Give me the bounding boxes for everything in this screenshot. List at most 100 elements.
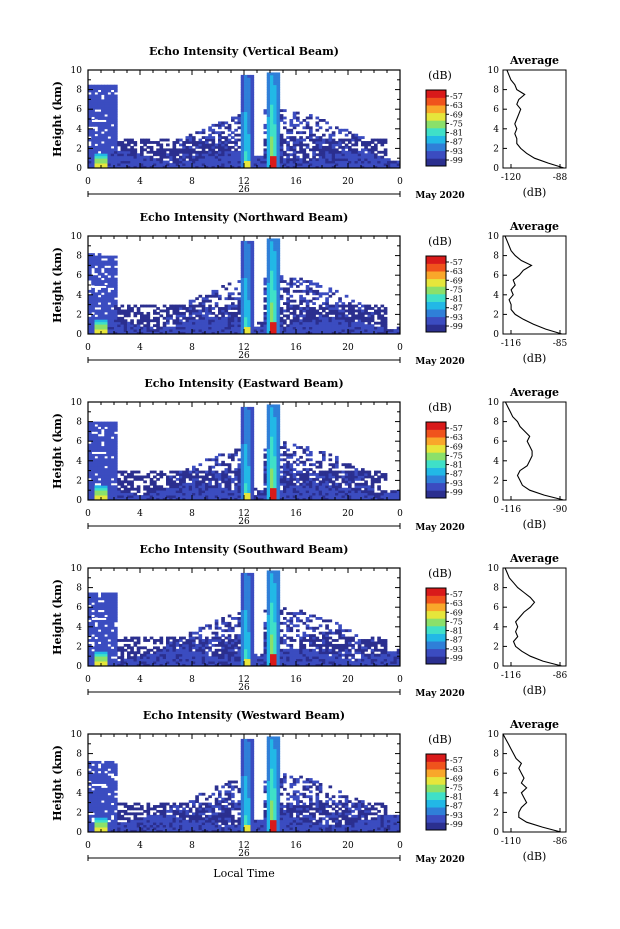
heatmap-cell [296, 285, 300, 288]
heatmap-cell [110, 621, 115, 625]
heatmap-cell [185, 326, 190, 330]
heatmap-cell [97, 470, 102, 474]
heatmap-cell [91, 133, 95, 137]
heatmap-cell [237, 331, 242, 335]
heatmap-cell [244, 294, 248, 298]
heatmap-cell [364, 470, 368, 474]
heatmap-cell [97, 458, 102, 462]
heatmap-cell [159, 153, 164, 157]
heatmap-cell [130, 160, 134, 164]
heatmap-cell [214, 458, 219, 462]
heatmap-cell [273, 497, 277, 501]
heatmap-cell [302, 324, 307, 328]
heatmap-cell [364, 145, 368, 149]
heatmap-cell [318, 141, 323, 144]
heatmap-cell [237, 475, 242, 479]
heatmap-cell [247, 497, 251, 501]
heatmap-cell [107, 294, 112, 298]
heatmap-cell [266, 128, 271, 132]
heatmap-cell [328, 148, 333, 152]
heatmap-cell [101, 163, 105, 166]
heatmap-cell [348, 155, 352, 159]
heatmap-cell [133, 326, 138, 330]
heatmap-cell [140, 329, 144, 332]
heatmap-cell [104, 597, 108, 601]
heatmap-cell [101, 101, 105, 105]
heatmap-cell [143, 497, 147, 501]
heatmap-cell [240, 138, 245, 142]
heatmap-cell [231, 136, 235, 139]
heatmap-cell [393, 492, 398, 496]
heatmap-cell [341, 326, 346, 330]
heatmap-cell [214, 143, 219, 147]
heatmap-cell [367, 485, 372, 489]
heatmap-cell [179, 487, 183, 491]
heatmap-cell [127, 475, 131, 479]
heatmap-cell [208, 477, 212, 481]
average-y-tick-label: 6 [493, 271, 499, 281]
heatmap-cell [127, 141, 131, 144]
heatmap-cell [91, 260, 95, 264]
heatmap-cell [110, 143, 115, 147]
heatmap-cell [101, 272, 105, 276]
heatmap-cell [146, 316, 151, 320]
heatmap-cell [120, 311, 125, 315]
heatmap-cell [140, 321, 144, 325]
heatmap-cell [244, 160, 248, 164]
heatmap-cell [351, 143, 355, 147]
heatmap-cell [195, 165, 199, 169]
heatmap-cell [166, 148, 170, 152]
heatmap-cell [120, 316, 125, 320]
heatmap-cell [88, 260, 92, 264]
heatmap-cell [127, 487, 131, 491]
heatmap-cell [101, 639, 105, 642]
heatmap-cell [185, 148, 190, 152]
heatmap-cell [208, 480, 212, 484]
heatmap-cell [250, 458, 255, 462]
heatmap-cell [208, 492, 212, 496]
heatmap-cell [166, 153, 170, 157]
heatmap-cell [244, 331, 248, 335]
heatmap-cell [357, 490, 362, 494]
heatmap-cell [169, 497, 173, 501]
heatmap-cell [101, 280, 105, 283]
heatmap-cell [270, 250, 274, 254]
heatmap-cell [227, 155, 232, 159]
heatmap-cell [88, 639, 92, 642]
heatmap-cell [120, 482, 125, 486]
heatmap-cell [221, 158, 225, 162]
heatmap-cell [104, 267, 108, 271]
heatmap-cell [201, 475, 206, 479]
heatmap-cell [104, 482, 108, 486]
heatmap-cell [192, 329, 196, 332]
heatmap-cell [101, 643, 105, 647]
x-tick-label: 12 [238, 343, 249, 353]
heatmap-cell [182, 311, 186, 315]
heatmap-cell [97, 299, 102, 303]
heatmap-cell [201, 158, 206, 162]
heatmap-cell [273, 116, 277, 120]
heatmap-cell [309, 458, 313, 462]
heatmap-cell [227, 133, 232, 137]
heatmap-cell [266, 492, 271, 496]
heatmap-cell [279, 141, 284, 144]
heatmap-cell [211, 289, 216, 293]
heatmap-cell [182, 307, 186, 310]
heatmap-cell [266, 119, 271, 122]
heatmap-cell [221, 473, 225, 476]
date-label: May 2020 [415, 191, 464, 201]
heatmap-cell [279, 155, 284, 159]
heatmap-cell [120, 165, 125, 169]
heatmap-cell [88, 446, 92, 449]
heatmap-cell [240, 258, 245, 261]
heatmap-cell [110, 128, 115, 132]
heatmap-cell [117, 307, 121, 310]
heatmap-cell [292, 321, 297, 325]
heatmap-cell [136, 158, 141, 162]
heatmap-cell [231, 141, 235, 144]
heatmap-cell [88, 497, 92, 501]
heatmap-cell [276, 465, 281, 469]
heatmap-cell [166, 321, 170, 325]
heatmap-cell [338, 158, 342, 162]
heatmap-cell [110, 497, 115, 501]
